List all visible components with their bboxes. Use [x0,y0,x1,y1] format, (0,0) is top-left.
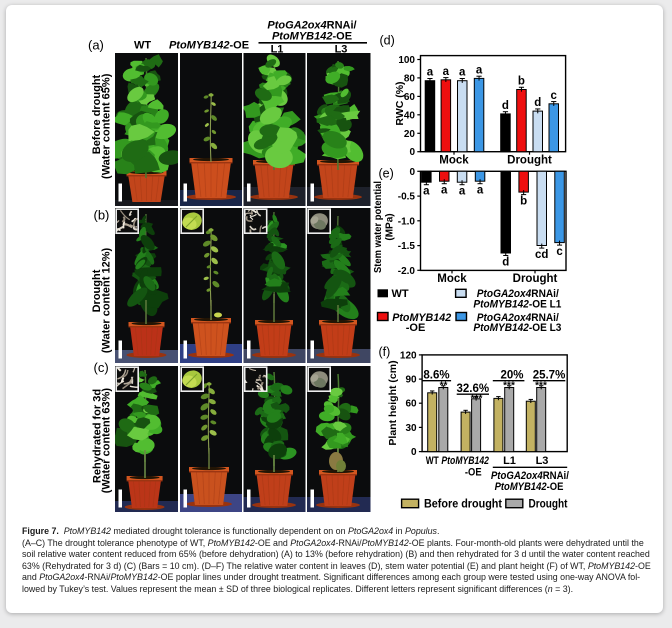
svg-text:Drought: Drought [513,273,558,285]
svg-text:c: c [556,246,563,258]
svg-text:30: 30 [405,423,417,434]
svg-text:Drought: Drought [529,499,568,511]
svg-text:0: 0 [411,447,417,458]
svg-text:a: a [459,186,466,198]
svg-text:8.6%: 8.6% [423,370,449,382]
svg-text:PtoGA2ox4RNAi/: PtoGA2ox4RNAi/ [477,288,559,300]
svg-text:a: a [476,64,483,76]
svg-text:cd: cd [535,249,548,261]
svg-text:120: 120 [400,350,417,361]
svg-text:L3: L3 [536,455,549,467]
svg-text:a: a [427,67,434,79]
svg-text:b: b [518,75,525,87]
svg-text:L3: L3 [335,44,348,56]
svg-text:-0.5: -0.5 [398,192,416,203]
svg-text:(Water content 65%): (Water content 65%) [100,73,112,179]
svg-text:a: a [441,185,448,197]
svg-text:PtoGA2ox4RNAi/: PtoGA2ox4RNAi/ [267,20,356,32]
svg-text:(b): (b) [94,208,110,223]
svg-text:Mock: Mock [439,155,469,167]
svg-text:RWC (%): RWC (%) [394,81,406,125]
svg-text:PtoMYB142: PtoMYB142 [441,455,489,467]
svg-text:PtoGA2ox4RNAi/: PtoGA2ox4RNAi/ [491,470,569,482]
svg-text:d: d [502,100,509,112]
svg-text:60: 60 [405,399,417,410]
svg-text:L1: L1 [271,44,284,56]
svg-text:(c): (c) [94,360,109,375]
svg-text:60: 60 [404,92,416,103]
svg-text:Drought: Drought [91,269,103,312]
svg-text:0: 0 [409,147,415,158]
svg-text:Drought: Drought [507,155,552,167]
svg-text:(a): (a) [88,38,104,53]
svg-text:WT: WT [134,40,151,52]
svg-text:Before drought: Before drought [91,74,103,154]
svg-text:Before drought: Before drought [424,499,502,511]
svg-text:20%: 20% [500,370,523,382]
svg-text:(MPa): (MPa) [385,213,396,240]
svg-text:Plant height (cm): Plant height (cm) [387,360,399,445]
svg-text:***: *** [535,381,547,392]
svg-text:80: 80 [404,73,416,84]
svg-text:PtoMYB142-OE: PtoMYB142-OE [169,40,249,52]
svg-text:a: a [443,66,450,78]
svg-text:PtoGA2ox4RNAi/: PtoGA2ox4RNAi/ [477,312,559,324]
svg-text:-OE: -OE [465,467,482,479]
svg-text:PtoMYB142: PtoMYB142 [392,312,451,324]
svg-text:(Water content 63%): (Water content 63%) [100,388,112,494]
svg-text:(Water content 12%): (Water content 12%) [100,248,112,354]
svg-text:90: 90 [405,375,417,386]
svg-text:***: *** [471,394,483,405]
svg-text:32.6%: 32.6% [456,383,489,395]
svg-text:(d): (d) [380,34,395,48]
svg-text:-2.0: -2.0 [398,266,416,277]
svg-text:25.7%: 25.7% [533,370,566,382]
svg-text:40: 40 [404,110,416,121]
svg-text:***: *** [503,381,515,392]
svg-text:(f): (f) [379,345,391,359]
svg-text:PtoMYB142-OE: PtoMYB142-OE [495,481,564,493]
svg-text:0: 0 [409,167,415,178]
svg-text:-1.5: -1.5 [398,241,416,252]
svg-text:20: 20 [404,129,416,140]
svg-text:-1.0: -1.0 [398,216,416,227]
svg-text:Rehydrated for 3d: Rehydrated for 3d [92,389,104,483]
svg-text:a: a [423,186,430,198]
svg-text:Stem water potential: Stem water potential [373,181,384,273]
svg-text:L1: L1 [503,455,516,467]
svg-text:PtoMYB142-OE L3: PtoMYB142-OE L3 [473,322,561,334]
svg-text:WT: WT [426,455,439,467]
svg-text:100: 100 [398,55,415,66]
svg-text:Mock: Mock [437,273,467,285]
svg-text:a: a [459,67,466,79]
svg-text:a: a [477,185,484,197]
svg-text:d: d [534,97,541,109]
svg-text:b: b [520,196,527,208]
svg-text:PtoMYB142-OE: PtoMYB142-OE [272,31,352,43]
svg-text:c: c [551,90,558,102]
svg-text:d: d [502,256,509,268]
svg-text:**: ** [440,381,448,392]
svg-text:(e): (e) [379,167,394,181]
svg-text:WT: WT [392,288,409,300]
svg-text:-OE: -OE [406,322,426,334]
svg-text:PtoMYB142-OE L1: PtoMYB142-OE L1 [473,299,561,311]
